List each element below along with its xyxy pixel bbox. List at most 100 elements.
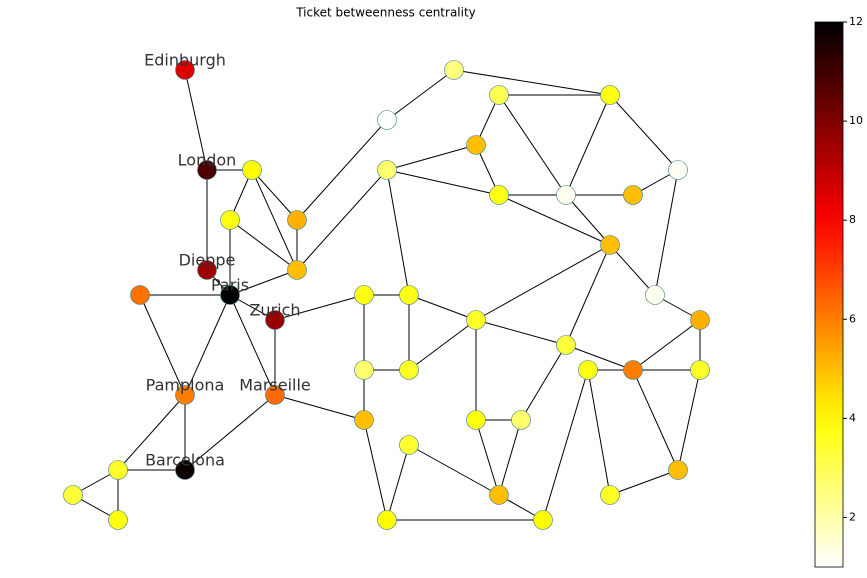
node <box>466 410 486 430</box>
edge <box>498 194 611 246</box>
node <box>287 210 307 230</box>
edge <box>386 169 410 296</box>
node-label: Pamplona <box>146 376 225 395</box>
node <box>466 310 486 330</box>
edge <box>184 394 276 471</box>
colorbar-tick-label: 10 <box>849 114 863 127</box>
node <box>220 285 240 305</box>
node <box>489 185 509 205</box>
node-label: Paris <box>211 276 249 295</box>
edge <box>587 369 611 496</box>
edge <box>677 369 701 471</box>
node <box>466 135 486 155</box>
edge <box>654 169 679 296</box>
edge <box>475 419 500 496</box>
node-label: Marseille <box>239 376 311 395</box>
edge <box>565 94 611 196</box>
edge <box>453 69 611 96</box>
node <box>63 485 83 505</box>
edge <box>117 394 186 471</box>
node <box>287 260 307 280</box>
node <box>623 360 643 380</box>
edge <box>229 219 298 271</box>
edge <box>520 344 567 421</box>
node <box>377 160 397 180</box>
edge <box>565 344 634 371</box>
edge <box>363 419 388 521</box>
node <box>668 460 688 480</box>
edge <box>609 94 679 171</box>
node-label: Dieppe <box>179 251 236 270</box>
edge <box>498 94 567 196</box>
edge <box>139 294 186 396</box>
edge <box>229 269 298 296</box>
node-label: Barcelona <box>145 451 225 470</box>
node <box>489 485 509 505</box>
node <box>354 360 374 380</box>
edge <box>542 369 589 521</box>
edge <box>498 419 522 496</box>
node <box>399 360 419 380</box>
colorbar-tick-label: 8 <box>849 213 856 226</box>
node <box>578 360 598 380</box>
node-label: Edinburgh <box>144 51 226 70</box>
colorbar-tick-label: 12 <box>849 15 863 28</box>
node <box>354 285 374 305</box>
node <box>645 285 665 305</box>
colorbar-tick-label: 4 <box>849 411 856 424</box>
edge <box>408 444 500 496</box>
node <box>108 510 128 530</box>
node <box>242 160 262 180</box>
edge <box>386 444 410 521</box>
node-label: London <box>178 151 237 170</box>
node <box>377 110 397 130</box>
node <box>108 460 128 480</box>
node <box>220 210 240 230</box>
node <box>668 160 688 180</box>
edge <box>609 244 656 296</box>
edge <box>251 169 298 221</box>
edge <box>274 394 365 421</box>
node <box>690 310 710 330</box>
node-label: Zurich <box>249 301 300 320</box>
edge <box>408 319 477 371</box>
edge <box>408 294 477 321</box>
node <box>354 410 374 430</box>
node <box>623 185 643 205</box>
edge <box>565 244 611 346</box>
node <box>690 360 710 380</box>
edge <box>386 169 500 196</box>
colorbar-tick-label: 6 <box>849 312 856 325</box>
edge <box>296 169 388 271</box>
node <box>399 285 419 305</box>
node <box>399 435 419 455</box>
edge <box>386 144 477 171</box>
edge <box>632 319 701 371</box>
node <box>265 385 285 405</box>
edge <box>386 69 455 121</box>
edge <box>565 194 611 246</box>
edge <box>229 294 276 396</box>
colorbar-tick-label: 2 <box>849 510 856 523</box>
edge <box>475 244 611 321</box>
edge <box>632 369 679 471</box>
chart-title: Ticket betweenness centrality <box>295 6 476 20</box>
node <box>600 485 620 505</box>
edge <box>251 169 298 271</box>
edge <box>296 119 388 221</box>
node <box>377 510 397 530</box>
node <box>600 85 620 105</box>
node <box>197 260 217 280</box>
edge <box>274 294 365 321</box>
node <box>533 510 553 530</box>
node <box>444 60 464 80</box>
edge <box>475 319 567 346</box>
node <box>265 310 285 330</box>
edge <box>184 294 231 396</box>
node <box>175 460 195 480</box>
node <box>175 385 195 405</box>
node <box>197 160 217 180</box>
edge <box>609 469 679 496</box>
node <box>600 235 620 255</box>
